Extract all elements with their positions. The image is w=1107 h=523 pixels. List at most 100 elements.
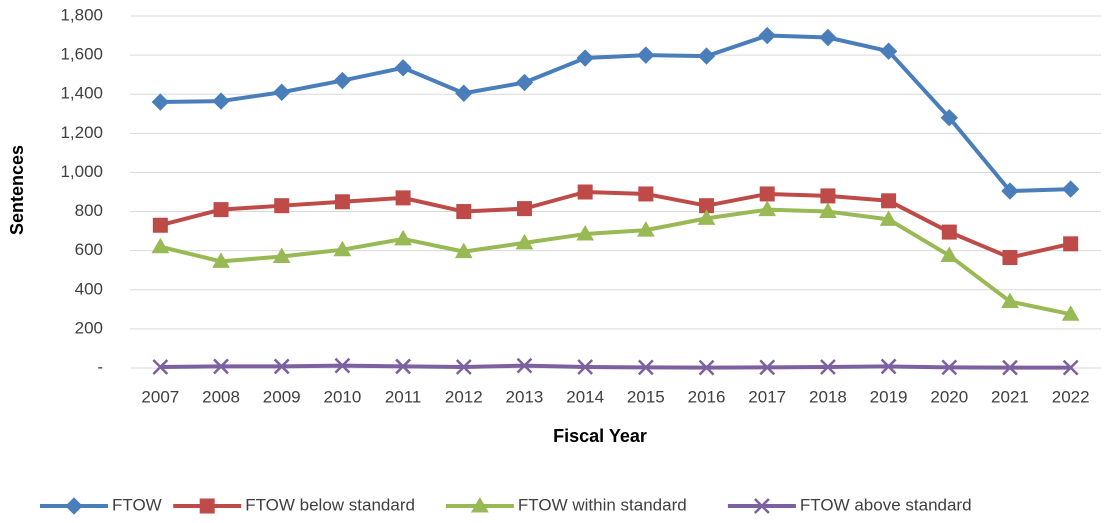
- marker: [213, 202, 229, 218]
- y-tick-label: 1,400: [60, 84, 103, 103]
- x-tick-label: 2016: [688, 387, 726, 406]
- marker: [454, 242, 473, 259]
- marker: [758, 26, 776, 45]
- marker: [576, 225, 595, 241]
- marker: [334, 357, 351, 374]
- series-line: [160, 363, 1071, 370]
- marker: [273, 83, 291, 101]
- marker: [212, 92, 230, 110]
- x-tick-label: 2017: [748, 387, 786, 406]
- marker: [272, 247, 291, 264]
- marker: [754, 498, 770, 514]
- y-tick-label: 1,600: [60, 45, 103, 64]
- marker: [819, 28, 837, 47]
- legend-label: FTOW within standard: [518, 495, 687, 514]
- marker: [212, 252, 230, 268]
- marker: [455, 359, 472, 375]
- y-tick-label: 200: [75, 318, 103, 337]
- legend-label: FTOW above standard: [800, 495, 972, 514]
- marker: [515, 73, 534, 92]
- marker: [199, 498, 215, 514]
- marker: [698, 359, 715, 376]
- marker: [697, 47, 716, 65]
- y-tick-label: 1,200: [60, 123, 103, 142]
- x-tick-label: 2007: [141, 387, 179, 406]
- marker: [471, 496, 489, 513]
- marker: [879, 210, 898, 226]
- marker: [274, 198, 290, 214]
- marker: [456, 204, 472, 220]
- y-tick-label: -: [97, 357, 103, 376]
- marker: [515, 233, 534, 250]
- marker: [151, 237, 170, 254]
- marker: [1061, 305, 1080, 321]
- series-line: [160, 33, 1071, 194]
- marker: [820, 188, 836, 204]
- marker: [577, 359, 594, 375]
- marker: [1061, 180, 1080, 198]
- marker: [395, 358, 411, 375]
- marker: [697, 209, 716, 225]
- marker: [759, 359, 776, 376]
- marker: [334, 194, 350, 210]
- x-tick-label: 2021: [991, 387, 1029, 406]
- marker: [1002, 250, 1018, 266]
- x-tick-label: 2018: [809, 387, 847, 406]
- marker: [516, 357, 533, 374]
- y-tick-label: 600: [75, 240, 103, 259]
- x-tick-label: 2011: [385, 387, 422, 406]
- x-tick-label: 2022: [1052, 387, 1090, 406]
- y-tick-label: 800: [75, 201, 103, 220]
- x-tick-label: 2014: [566, 387, 604, 406]
- marker: [819, 202, 837, 219]
- series-line: [159, 207, 1072, 317]
- marker: [759, 186, 775, 202]
- x-tick-label: 2020: [930, 387, 968, 406]
- marker: [213, 358, 229, 375]
- marker: [636, 221, 655, 237]
- x-tick-label: 2013: [506, 387, 544, 406]
- x-tick-label: 2015: [627, 387, 665, 406]
- marker: [152, 359, 169, 375]
- y-tick-label: 1,800: [60, 5, 103, 24]
- marker: [333, 71, 352, 90]
- legend-label: FTOW: [112, 495, 162, 514]
- marker: [273, 358, 290, 375]
- marker: [1001, 292, 1019, 309]
- x-tick-label: 2012: [445, 387, 483, 406]
- y-tick-label: 400: [75, 279, 103, 298]
- marker: [1001, 182, 1019, 200]
- legend-label: FTOW below standard: [245, 495, 415, 514]
- marker: [1063, 236, 1079, 252]
- marker: [151, 93, 170, 111]
- marker: [152, 217, 168, 233]
- y-axis-title: Sentences: [7, 145, 27, 235]
- marker: [758, 200, 777, 217]
- marker: [333, 240, 352, 257]
- marker: [516, 201, 532, 217]
- x-tick-label: 2010: [323, 387, 361, 406]
- x-axis-title: Fiscal Year: [553, 426, 647, 446]
- marker: [638, 186, 654, 202]
- marker: [395, 190, 411, 206]
- marker: [576, 49, 594, 67]
- marker: [577, 184, 593, 200]
- marker: [637, 359, 654, 376]
- marker: [65, 497, 83, 515]
- marker: [394, 229, 412, 246]
- series-line: [159, 190, 1072, 260]
- marker: [394, 59, 412, 77]
- marker: [1062, 359, 1079, 376]
- marker: [940, 246, 959, 263]
- x-tick-label: 2008: [202, 387, 240, 406]
- marker: [940, 108, 958, 127]
- y-tick-label: 1,000: [60, 162, 103, 181]
- marker: [637, 46, 655, 64]
- marker: [880, 358, 897, 375]
- marker: [879, 42, 898, 60]
- marker: [455, 84, 473, 102]
- x-tick-label: 2019: [870, 387, 908, 406]
- marker: [820, 359, 836, 375]
- marker: [941, 359, 958, 376]
